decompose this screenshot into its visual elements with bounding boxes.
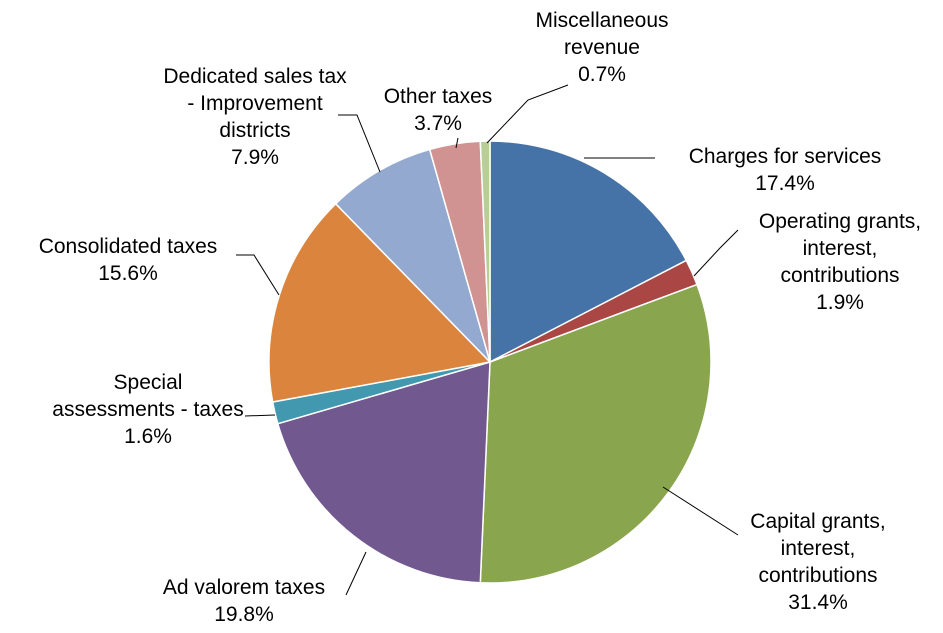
pie-slice <box>489 140 688 364</box>
slice-name: Charges for services <box>689 145 882 168</box>
slice-name: districts <box>219 119 290 142</box>
pie-slice <box>268 202 492 403</box>
leader-line <box>345 551 367 596</box>
pie-slice <box>479 140 491 363</box>
slice-name: Other taxes <box>384 85 493 108</box>
slice-percentage: 1.6% <box>124 425 172 448</box>
leader-line <box>693 229 739 277</box>
slice-name: interest, <box>803 237 878 260</box>
leader-line <box>455 137 459 149</box>
slice-label: Charges for services 17.4% <box>689 145 882 195</box>
slice-name: Special <box>114 371 183 394</box>
slice-name: Dedicated sales tax <box>163 65 347 88</box>
slice-name: contributions <box>780 264 899 287</box>
slice-percentage: 1.9% <box>816 291 864 314</box>
leader-line <box>244 414 276 417</box>
slice-label: Consolidated taxes 15.6% <box>39 235 218 285</box>
slice-name: contributions <box>758 564 877 587</box>
pie-slice <box>479 283 712 584</box>
slice-label: Capital grants, interest, contributions 31.… <box>750 510 885 614</box>
slice-percentage: 3.7% <box>414 112 462 135</box>
slice-name: revenue <box>564 36 640 59</box>
slice-percentage: 7.9% <box>231 146 279 169</box>
slice-name: interest, <box>781 537 856 560</box>
slice-percentage: 0.7% <box>578 63 626 86</box>
slice-label: Other taxes 3.7% <box>384 85 493 135</box>
slice-name: assessments - taxes <box>52 398 243 421</box>
pie-slices <box>268 140 712 584</box>
slice-percentage: 31.4% <box>788 591 848 614</box>
leader-lines <box>236 84 739 596</box>
leader-line <box>236 254 280 296</box>
slice-name: Capital grants, <box>750 510 885 533</box>
slice-label: Miscellaneous revenue 0.7% <box>535 9 668 86</box>
leader-line <box>338 114 381 173</box>
leader-line <box>662 486 739 536</box>
slice-name: Consolidated taxes <box>39 235 218 258</box>
slice-label: Ad valorem taxes 19.8% <box>163 576 325 626</box>
slice-name: Ad valorem taxes <box>163 576 325 599</box>
slice-percentage: 19.8% <box>214 603 274 626</box>
slice-name: - Improvement <box>187 92 323 115</box>
pie-slice <box>276 360 491 584</box>
slice-percentage: 17.4% <box>755 172 815 195</box>
slice-name: Operating grants, <box>759 210 921 233</box>
leader-line <box>486 84 569 144</box>
slice-labels: Charges for services 17.4% Operating grant… <box>39 9 921 626</box>
slice-label: Operating grants, interest, contributions 1… <box>759 210 921 314</box>
slice-percentage: 15.6% <box>98 262 158 285</box>
slice-name: Miscellaneous <box>535 9 668 32</box>
slice-label: Dedicated sales tax - Improvement district… <box>163 65 347 169</box>
slice-label: Special assessments - taxes 1.6% <box>52 371 243 448</box>
